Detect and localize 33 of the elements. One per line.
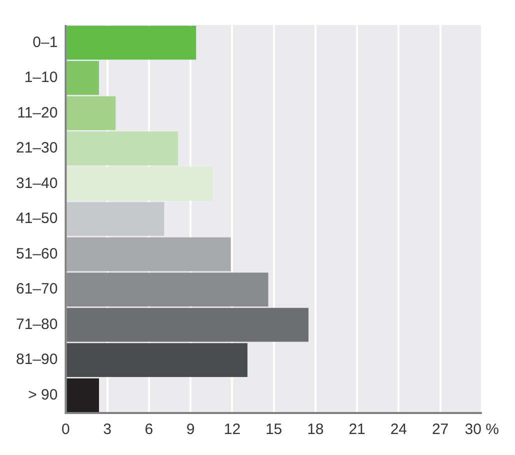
bar — [66, 343, 248, 378]
y-tick-label: 0–1 — [32, 34, 58, 51]
x-tick-label: 27 — [432, 421, 449, 438]
bar — [66, 202, 164, 236]
x-tick-label: 21 — [348, 421, 366, 438]
x-tick-label: 30 % — [464, 421, 500, 438]
x-tick-label: 24 — [390, 421, 408, 438]
x-tick-label: 18 — [307, 421, 324, 438]
x-tick-label: 12 — [224, 421, 241, 438]
x-tick-label: 3 — [103, 421, 112, 438]
y-tick-label: 41–50 — [16, 210, 58, 228]
bar — [66, 272, 268, 306]
y-tick-label: 1–10 — [24, 69, 58, 86]
y-tick-label: 81–90 — [16, 351, 58, 368]
x-tick-label: 6 — [144, 421, 154, 438]
bar — [66, 308, 308, 342]
y-tick-label: 51–60 — [16, 245, 58, 262]
x-tick-label: 9 — [186, 421, 195, 438]
bar — [66, 60, 100, 95]
bar — [66, 132, 178, 166]
y-tick-label: 71–80 — [16, 316, 58, 333]
bar — [66, 96, 116, 130]
y-tick-label: 31–40 — [16, 174, 58, 192]
y-tick-label: > 90 — [28, 386, 58, 404]
bar — [66, 166, 213, 201]
bar — [66, 378, 100, 412]
y-tick-label: 61–70 — [16, 280, 58, 298]
x-tick-label: 0 — [62, 421, 70, 438]
y-tick-label: 21–30 — [16, 140, 58, 157]
bar — [66, 237, 231, 272]
bar — [66, 26, 196, 60]
y-tick-label: 11–20 — [17, 104, 58, 122]
x-tick-label: 15 — [265, 421, 282, 438]
